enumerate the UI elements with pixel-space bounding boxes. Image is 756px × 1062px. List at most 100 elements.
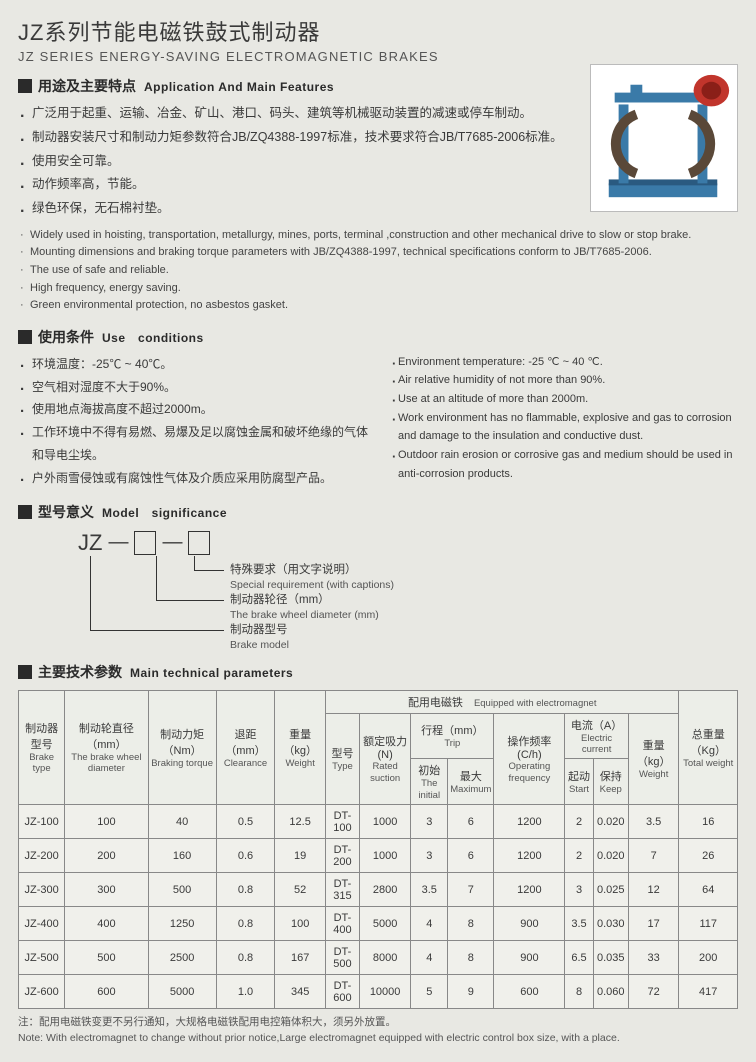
model-box-1 — [134, 531, 156, 555]
table-cell: 19 — [275, 839, 326, 873]
table-cell: 0.8 — [216, 907, 275, 941]
table-cell: 0.035 — [593, 941, 628, 975]
cond-cn: 户外雨雪侵蚀或有腐蚀性气体及介质应采用防腐型产品。 — [32, 467, 372, 490]
table-cell: 0.5 — [216, 805, 275, 839]
feature-cn: 绿色环保，无石棉衬垫。 — [32, 197, 578, 221]
feature-en: Green environmental protection, no asbes… — [24, 297, 738, 315]
table-cell: JZ-100 — [19, 805, 65, 839]
section-cond-head: 使用条件 Use conditions — [18, 327, 738, 347]
dash: — — [162, 531, 182, 554]
table-cell: 9 — [448, 975, 494, 1009]
square-icon — [18, 505, 32, 519]
cond-en: Use at an altitude of more than 2000m. — [398, 390, 738, 409]
table-cell: 33 — [628, 941, 679, 975]
table-cell: 52 — [275, 873, 326, 907]
th-wheel-dia: 制动轮直径（mm）The brake wheel diameter — [65, 690, 148, 805]
dash: — — [108, 531, 128, 554]
section-app-cn: 用途及主要特点 — [38, 76, 136, 96]
table-cell: 3 — [411, 805, 448, 839]
table-cell: JZ-600 — [19, 975, 65, 1009]
section-cond-cn: 使用条件 — [38, 327, 94, 347]
section-app-head: 用途及主要特点 Application And Main Features — [18, 76, 578, 96]
th-torque: 制动力矩（Nm）Braking torque — [148, 690, 216, 805]
table-cell: 3.5 — [628, 805, 679, 839]
th-current: 电流（A）Electric current — [565, 713, 628, 759]
table-cell: 1250 — [148, 907, 216, 941]
table-cell: DT-400 — [325, 907, 359, 941]
table-cell: 3.5 — [411, 873, 448, 907]
table-cell: 0.060 — [593, 975, 628, 1009]
table-cell: 400 — [65, 907, 148, 941]
section-params-cn: 主要技术参数 — [38, 662, 122, 682]
table-cell: DT-315 — [325, 873, 359, 907]
table-cell: 1000 — [360, 839, 411, 873]
th-freq: 操作频率(C/h)Operating frequency — [494, 713, 565, 805]
table-cell: 8 — [565, 975, 593, 1009]
table-cell: 2 — [565, 805, 593, 839]
th-cur-start: 起动Start — [565, 759, 593, 805]
table-cell: DT-200 — [325, 839, 359, 873]
table-cell: DT-500 — [325, 941, 359, 975]
feature-cn: 动作频率高，节能。 — [32, 173, 578, 197]
feature-en: Widely used in hoisting, transportation,… — [24, 227, 738, 245]
product-image — [590, 64, 738, 212]
table-cell: 5000 — [360, 907, 411, 941]
table-cell: JZ-300 — [19, 873, 65, 907]
model-label-3: 制动器型号 Brake model — [230, 622, 289, 653]
table-cell: 40 — [148, 805, 216, 839]
table-cell: 117 — [679, 907, 738, 941]
feature-en: The use of safe and reliable. — [24, 262, 738, 280]
square-icon — [18, 330, 32, 344]
table-cell: 100 — [275, 907, 326, 941]
cond-en: Air relative humidity of not more than 9… — [398, 371, 738, 390]
table-cell: 417 — [679, 975, 738, 1009]
th-weight: 重量（kg）Weight — [275, 690, 326, 805]
model-label-2: 制动器轮径（mm） The brake wheel diameter (mm) — [230, 592, 379, 623]
section-cond-en: Use conditions — [102, 329, 204, 346]
model-box-2 — [188, 531, 210, 555]
title-en: JZ SERIES ENERGY-SAVING ELECTROMAGNETIC … — [18, 49, 738, 64]
table-cell: 160 — [148, 839, 216, 873]
table-cell: 2800 — [360, 873, 411, 907]
cond-en: Environment temperature: -25 ℃ ~ 40 ℃. — [398, 353, 738, 372]
th-total-weight: 总重量（Kg）Total weight — [679, 690, 738, 805]
table-row: JZ-2002001600.619DT-200100036120020.0207… — [19, 839, 738, 873]
table-cell: 12 — [628, 873, 679, 907]
table-cell: 72 — [628, 975, 679, 1009]
th-trip-init: 初始The initial — [411, 759, 448, 805]
table-cell: 8000 — [360, 941, 411, 975]
features-en-list: Widely used in hoisting, transportation,… — [18, 227, 738, 315]
table-cell: DT-100 — [325, 805, 359, 839]
table-cell: 1000 — [360, 805, 411, 839]
table-cell: 2500 — [148, 941, 216, 975]
table-cell: 900 — [494, 941, 565, 975]
table-cell: 1200 — [494, 839, 565, 873]
square-icon — [18, 665, 32, 679]
cond-en: Work environment has no flammable, explo… — [398, 409, 738, 446]
section-params-head: 主要技术参数 Main technical parameters — [18, 662, 738, 682]
table-cell: 0.020 — [593, 805, 628, 839]
table-row: JZ-60060050001.0345DT-600100005960080.06… — [19, 975, 738, 1009]
table-row: JZ-40040012500.8100DT-4005000489003.50.0… — [19, 907, 738, 941]
model-diagram: JZ — — 特殊要求（用文字说明） Special requirement (… — [78, 530, 738, 650]
table-cell: 0.6 — [216, 839, 275, 873]
section-params-en: Main technical parameters — [130, 666, 293, 680]
table-cell: 3.5 — [565, 907, 593, 941]
table-cell: 0.8 — [216, 873, 275, 907]
brake-icon — [591, 65, 737, 211]
conditions-en: Environment temperature: -25 ℃ ~ 40 ℃. A… — [392, 353, 738, 490]
table-cell: 100 — [65, 805, 148, 839]
cond-cn: 环境温度：-25℃ ~ 40℃。 — [32, 353, 372, 376]
table-cell: 1200 — [494, 805, 565, 839]
title-cn: JZ系列节能电磁铁鼓式制动器 — [18, 15, 738, 47]
th-trip-max: 最大Maximum — [448, 759, 494, 805]
table-cell: 0.020 — [593, 839, 628, 873]
table-cell: JZ-400 — [19, 907, 65, 941]
th-brake-type: 制动器型号Brake type — [19, 690, 65, 805]
table-cell: 8 — [448, 907, 494, 941]
th-trip: 行程（mm）Trip — [411, 713, 494, 759]
table-cell: 0.030 — [593, 907, 628, 941]
features-cn-list: 广泛用于起重、运输、冶金、矿山、港口、码头、建筑等机械驱动装置的减速或停车制动。… — [18, 102, 578, 221]
table-cell: 0.025 — [593, 873, 628, 907]
table-cell: 5 — [411, 975, 448, 1009]
